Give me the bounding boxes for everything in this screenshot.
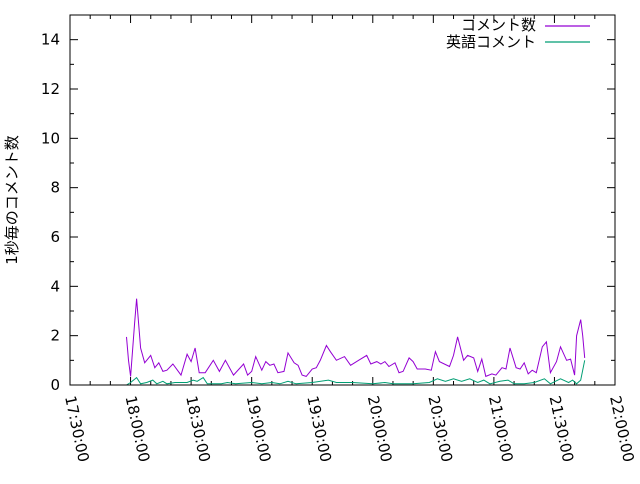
series-line-comments [126, 298, 586, 378]
x-tick-label: 21:30:00 [546, 394, 578, 464]
x-tick-label: 22:00:00 [606, 394, 638, 464]
x-tick-label: 20:30:00 [424, 394, 456, 464]
y-tick-label: 0 [50, 376, 60, 394]
y-tick-label: 8 [50, 179, 60, 197]
legend-label-comments: コメント数 [461, 16, 536, 34]
legend-label-english-comments: 英語コメント [446, 33, 536, 51]
y-axis-label: 1秒毎のコメント数 [3, 135, 21, 265]
x-tick-label: 19:30:00 [303, 394, 335, 464]
y-tick-label: 4 [50, 277, 60, 295]
series-line-english-comments [126, 360, 586, 386]
legend: コメント数 英語コメント [446, 16, 590, 51]
x-tick-label: 18:00:00 [122, 394, 154, 464]
y-tick-label: 2 [50, 327, 60, 345]
x-tick-label: 21:00:00 [485, 394, 517, 464]
y-tick-label: 10 [41, 129, 60, 147]
y-tick-label: 12 [41, 80, 60, 98]
x-tick-label: 18:30:00 [182, 394, 214, 464]
plot-frame [69, 14, 616, 386]
x-tick-label: 17:30:00 [61, 394, 93, 464]
y-tick-label: 14 [41, 31, 60, 49]
x-tick-label: 20:00:00 [364, 394, 396, 464]
x-tick-label: 19:00:00 [243, 394, 275, 464]
y-tick-label: 6 [50, 228, 60, 246]
